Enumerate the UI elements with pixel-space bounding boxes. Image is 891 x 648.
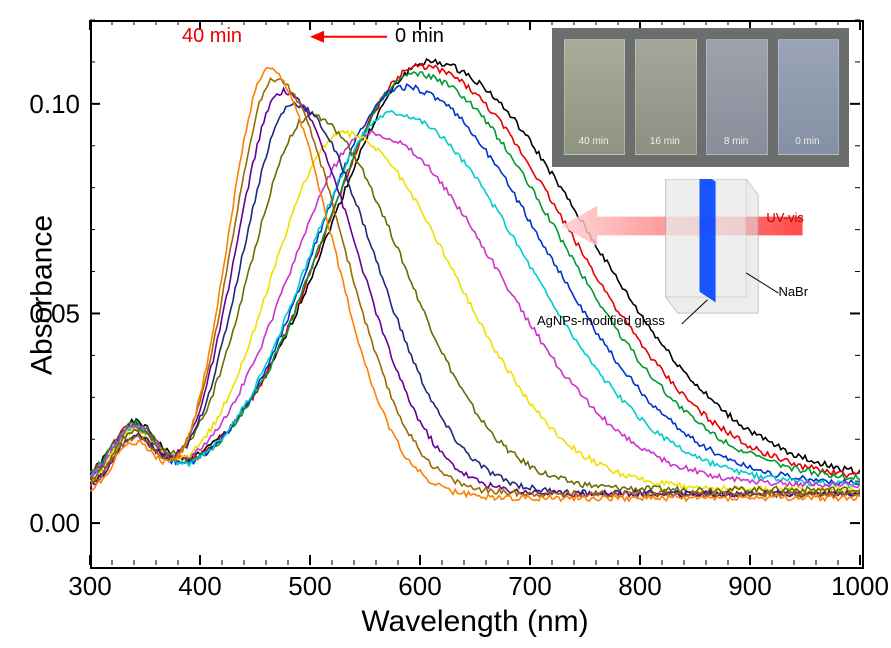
svg-text:1000: 1000 [831,571,889,601]
chart-container: Wavelength (nm) Absorbance 3004005006007… [0,0,891,648]
inset-sample-label: 0 min [778,136,837,147]
annotation-40min: 40 min [182,25,242,48]
svg-text:0.00: 0.00 [29,508,80,538]
svg-text:0.05: 0.05 [29,298,80,328]
nabr-label: NaBr [778,284,808,299]
svg-text:0.10: 0.10 [29,89,80,119]
svg-text:500: 500 [288,571,331,601]
svg-text:400: 400 [178,571,221,601]
svg-text:700: 700 [508,571,551,601]
inset-sample-label: 8 min [706,136,765,147]
inset-photo: 40 min 16 min 8 min 0 min [552,28,849,166]
svg-text:800: 800 [618,571,661,601]
agnps-label: AgNPs-modified glass [537,313,665,328]
uv-vis-label: UV-vis [766,210,804,225]
inset-sample-label: 40 min [564,136,623,147]
svg-text:600: 600 [398,571,441,601]
inset-sample-label: 16 min [635,136,694,147]
inset-cuvette: UV-visNaBrAgNPs-modified glass [553,179,859,347]
svg-text:900: 900 [728,571,771,601]
annotation-0min: 0 min [395,25,444,48]
svg-text:300: 300 [68,571,111,601]
